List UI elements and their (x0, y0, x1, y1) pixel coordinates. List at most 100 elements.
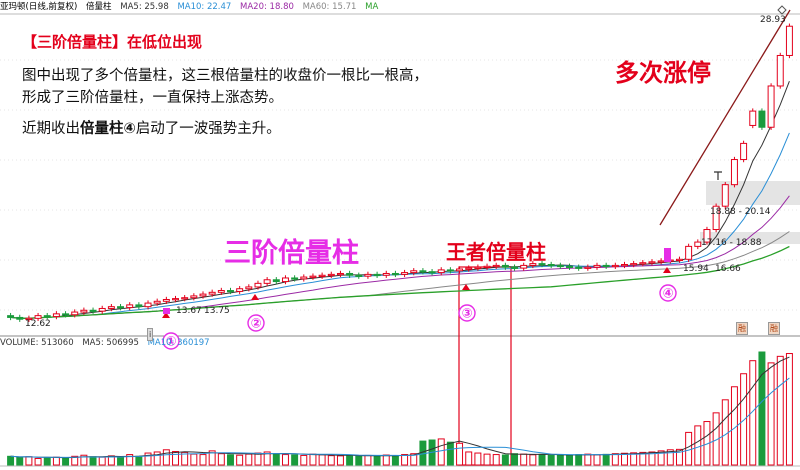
volume-bar (685, 431, 693, 466)
king-volume-box (458, 266, 512, 466)
label-three-step: 三阶倍量柱 (224, 238, 359, 269)
marker-circle-1 (162, 332, 180, 350)
candle-body (785, 25, 793, 56)
price-p4: 16.66 (715, 264, 741, 274)
volume-bar (126, 454, 134, 466)
candle-body (7, 315, 15, 318)
candle-body (144, 302, 152, 308)
candle-body (71, 311, 79, 316)
label-limit-up: 多次涨停 (615, 59, 711, 87)
candle-body (327, 273, 335, 277)
candle-body (593, 264, 601, 268)
candle-body (511, 266, 519, 269)
marker-number-4: ④ (662, 287, 673, 302)
volume-bar (556, 454, 564, 466)
volume-bar (547, 454, 555, 466)
volume-bar (208, 450, 216, 466)
volume-bar (98, 456, 106, 466)
volume-bar (694, 425, 702, 466)
t-marker (714, 171, 722, 180)
candle-body (318, 274, 326, 277)
marker-circle-3 (458, 304, 476, 322)
volume-bar (144, 452, 152, 466)
marker-number-2: ② (250, 317, 261, 332)
marker-triangle-2 (251, 294, 259, 300)
volume-bar (62, 457, 70, 466)
event-badge-3: 融 (768, 322, 780, 335)
zone-label-1: 18.88 - 20.14 (710, 207, 771, 217)
candle-body (529, 263, 537, 266)
volume-ma5: MA5: 506995 (82, 338, 139, 348)
volume-bar (630, 452, 638, 466)
volume-bar (272, 453, 280, 466)
volume-bar (199, 454, 207, 466)
candle-body (419, 270, 427, 273)
volume-bar (740, 373, 748, 466)
candle-body (153, 300, 161, 304)
volume-bar (602, 453, 610, 466)
volume-bar (52, 456, 60, 466)
candle-body (657, 260, 665, 263)
candle-body (630, 263, 638, 266)
ma-extra-label: MA (365, 2, 379, 12)
marker-circle-4 (659, 284, 677, 302)
event-badge: i (147, 328, 154, 341)
ma5-label: MA5: 25.98 (120, 2, 169, 12)
volume-bar (172, 451, 179, 466)
candle-body (639, 262, 647, 265)
candle-body (355, 274, 363, 277)
volume-bar (721, 399, 729, 466)
candle-body (501, 264, 509, 268)
candle-body (776, 54, 784, 87)
price-p2: 13.75 (204, 306, 230, 316)
volume-ma-10 (10, 377, 790, 458)
candle-body (584, 266, 592, 269)
volume-bar (291, 454, 299, 466)
volume-ma10: MA10: 360197 (147, 338, 210, 348)
candle-body (25, 317, 33, 321)
volume-bar (621, 452, 628, 466)
candle-body (107, 306, 115, 309)
volume-bar (364, 454, 372, 466)
candle-body (648, 261, 656, 264)
candle-body (575, 266, 583, 269)
candle-body (538, 263, 546, 266)
volume-bar (162, 449, 170, 466)
candle-body (172, 298, 179, 301)
volume-bar (657, 450, 665, 466)
candle-body (483, 265, 491, 269)
volume-bar (648, 451, 656, 466)
volume-bar (401, 454, 409, 466)
candle-body (364, 273, 372, 277)
candle-body (621, 264, 628, 267)
volume-bar (465, 451, 473, 466)
volume-bar (410, 453, 418, 466)
volume-bar (190, 453, 198, 466)
volume-bar (758, 351, 766, 466)
candle-body (547, 264, 555, 267)
candle-body (34, 315, 42, 319)
candle-body (749, 110, 757, 126)
candle-body (199, 293, 207, 297)
price-low: 12.62 (25, 319, 51, 329)
volume-bar (639, 451, 647, 466)
marker-circle-2 (247, 314, 265, 332)
volume-bar (300, 454, 308, 466)
volume-bar (776, 355, 784, 466)
volume-bar (712, 412, 720, 466)
volume-bar (492, 454, 500, 466)
volume-bar (181, 451, 189, 466)
candle-body (382, 272, 390, 276)
label-king: 王者倍量柱 (446, 240, 546, 264)
volume-bar (309, 453, 317, 466)
candle-body (602, 264, 610, 268)
stock-name: 亚玛顿(日线,前复权) (0, 2, 78, 12)
candle-body (465, 267, 473, 270)
candle-body (62, 313, 70, 316)
volume-bar (117, 456, 125, 466)
volume-ma-5 (10, 356, 790, 459)
volume-bar (611, 453, 619, 466)
volume-bar (538, 453, 546, 466)
volume-bar (703, 421, 711, 466)
trend-line (659, 9, 791, 226)
